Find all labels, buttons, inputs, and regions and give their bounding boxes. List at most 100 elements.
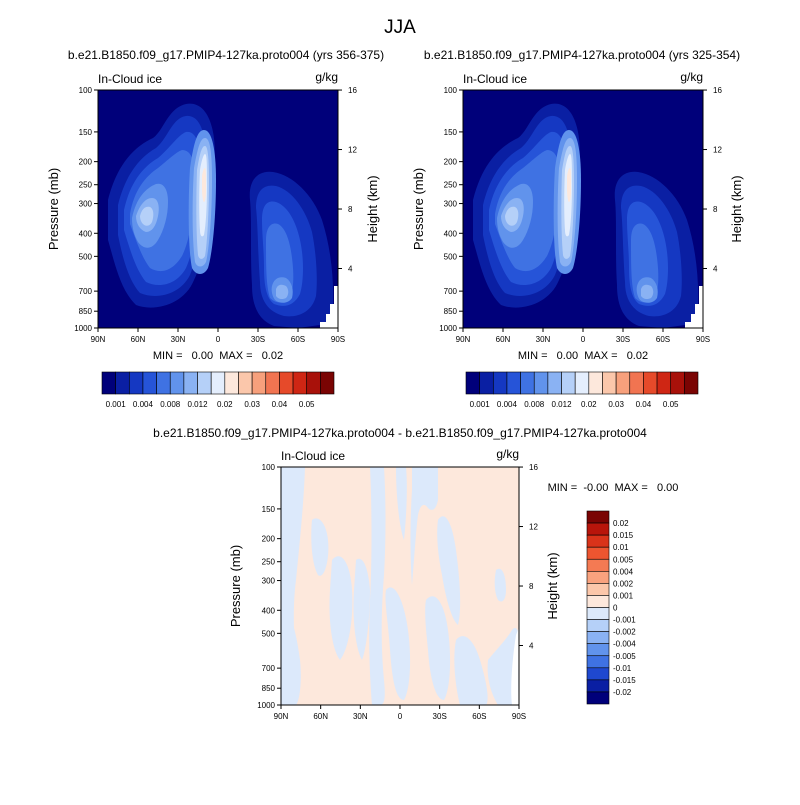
panel-a-colorbar-box — [156, 371, 171, 395]
panel-a-colorbar-label: 0.03 — [244, 400, 260, 409]
panel-c-colorbar-label: 0.001 — [613, 591, 634, 600]
panel-b-ytick-label: 400 — [444, 229, 458, 238]
panel-b-field — [463, 90, 703, 328]
panel-a-colorbar-box — [210, 371, 226, 395]
panel-a-ytick-label: 250 — [79, 181, 93, 190]
panel-c-colorbar-box — [586, 571, 610, 584]
panel-a-colorbar-box — [128, 371, 144, 395]
panel-c-colorbar-box — [586, 619, 610, 632]
panel-b-colorbar-box — [492, 371, 508, 395]
panel-b-ticks: 90N 60N 30N 0 30S 60S 90S 100 150 200 250 300 400 500… — [439, 86, 722, 344]
panel-c-colorbar-label: -0.015 — [613, 676, 636, 685]
panel-a-title: b.e21.B1850.f09_g17.PMIP4-127ka.proto004… — [68, 48, 384, 62]
panel-a-xtick-label: 60S — [291, 335, 305, 344]
panel-c-colorbar-box — [586, 679, 610, 693]
panel-b-ytick-label: 100 — [444, 86, 458, 95]
panel-b-right-tick-label: 4 — [713, 265, 718, 274]
panel-a-colorbar-label: 0.05 — [299, 400, 315, 409]
panel-a-right-tick-label: 8 — [348, 205, 353, 214]
panel-c-xtick-label: 30S — [433, 712, 447, 721]
panel-c-colorbar-box — [586, 631, 610, 644]
panel-c-colorbar-box — [586, 595, 610, 608]
panel-c-ytick-label: 100 — [262, 463, 276, 472]
panel-c-colorbar-label: -0.01 — [613, 664, 632, 673]
panel-b-xtick-label: 30S — [616, 335, 630, 344]
panel-b-colorbar-label: 0.004 — [497, 400, 518, 409]
panel-b-colorbar-box — [506, 371, 521, 395]
panel-b-colorbar-box — [670, 371, 685, 395]
panel-b-colorbar-label: 0.02 — [581, 400, 597, 409]
panel-a-ytick-label: 300 — [79, 200, 93, 209]
panel-c-ytick-label: 150 — [262, 505, 276, 514]
panel-a-colorbar-label: 0.012 — [188, 400, 209, 409]
panel-a-ytick-label: 150 — [79, 128, 93, 137]
panel-b-colorbar-box — [547, 371, 562, 395]
panel-c-right-axis-label: Height (km) — [545, 552, 560, 619]
panel-b-colorbar-box — [602, 371, 617, 395]
panel-b-ytick-label: 1000 — [439, 324, 457, 333]
panel-a-ytick-label: 700 — [79, 287, 93, 296]
panel-a-units-label: g/kg — [315, 70, 338, 84]
panel-c-right-tick-label: 16 — [529, 463, 538, 472]
panel-b-xtick-label: 30N — [536, 335, 551, 344]
panel-b-variable-label: In-Cloud ice — [463, 72, 527, 86]
panel-b-ytick-label: 300 — [444, 200, 458, 209]
panel-c-ytick-label: 700 — [262, 664, 276, 673]
panel-a-ytick-label: 1000 — [74, 324, 92, 333]
panel-a-colorbar-label: 0.001 — [106, 400, 127, 409]
panel-b-ylabel: Pressure (mb) — [411, 168, 426, 250]
panel-a-xtick-label: 30N — [171, 335, 186, 344]
panel-a-colorbar: 0.001 0.004 0.008 0.012 0.02 0.03 0.04 0.05 — [101, 371, 335, 409]
panel-b-colorbar-box — [629, 371, 644, 395]
panel-a-colorbar-box — [279, 371, 294, 395]
panel-c-title: b.e21.B1850.f09_g17.PMIP4-127ka.proto004… — [153, 426, 647, 440]
page-title: JJA — [384, 17, 416, 38]
panel-c-ticks: 90N 60N 30N 0 30S 60S 90S 100 150 200 250 300 400 500… — [257, 463, 538, 721]
panel-a: b.e21.B1850.f09_g17.PMIP4-127ka.proto004… — [46, 48, 384, 409]
panel-a-right-axis-label: Height (km) — [365, 175, 380, 242]
panel-a-ytick-label: 500 — [79, 252, 93, 261]
panel-b-xtick-label: 60S — [656, 335, 670, 344]
panel-c-colorbar-label: 0.004 — [613, 567, 634, 576]
panel-b-right-axis-label: Height (km) — [729, 175, 744, 242]
panel-a-colorbar-box — [292, 371, 308, 395]
panel-c-colorbar-box — [586, 691, 610, 705]
panel-c-colorbar-label: -0.004 — [613, 640, 636, 649]
panel-c-ytick-label: 500 — [262, 629, 276, 638]
panel-a-colorbar-box — [142, 371, 157, 395]
panel-c-colorbar-label: -0.02 — [613, 688, 632, 697]
panel-c-colorbar-label: 0.01 — [613, 543, 629, 552]
panel-c-colorbar-box — [586, 655, 610, 669]
panel-c-right-tick-label: 8 — [529, 582, 534, 591]
panel-a-xtick-label: 90S — [331, 335, 345, 344]
panel-a-colorbar-box — [320, 371, 335, 395]
panel-c-field — [281, 467, 519, 705]
panel-a-colorbar-box — [197, 371, 212, 395]
panel-b-right-tick-label: 12 — [713, 146, 722, 155]
panel-c-ytick-label: 200 — [262, 535, 276, 544]
panel-c-xtick-label: 90S — [512, 712, 526, 721]
panel-c-colorbar-label: 0.002 — [613, 579, 634, 588]
panel-b-units-label: g/kg — [680, 70, 703, 84]
panel-a-ytick-label: 100 — [79, 86, 93, 95]
panel-a-right-tick-label: 12 — [348, 146, 357, 155]
panel-b-ytick-label: 150 — [444, 128, 458, 137]
panel-c-variable-label: In-Cloud ice — [281, 449, 345, 463]
panel-b-ytick-label: 850 — [444, 307, 458, 316]
panel-b-colorbar-box — [533, 371, 549, 395]
panel-b-stats: MIN = 0.00 MAX = 0.02 — [518, 350, 648, 362]
panel-a-xtick-label: 90N — [91, 335, 106, 344]
panel-c-colorbar-box — [586, 534, 610, 548]
panel-c-colorbar-box — [586, 583, 610, 596]
panel-a-variable-label: In-Cloud ice — [98, 72, 162, 86]
panel-a-colorbar-box — [183, 371, 198, 395]
panel-b-xtick-label: 90S — [696, 335, 710, 344]
panel-b-xtick-label: 0 — [581, 335, 586, 344]
panel-c-colorbar-box — [586, 558, 610, 572]
panel-b-colorbar-box — [684, 371, 699, 395]
panel-c-xtick-label: 60N — [313, 712, 328, 721]
panel-c-colorbar-box — [586, 546, 610, 560]
panel-b-title: b.e21.B1850.f09_g17.PMIP4-127ka.proto004… — [424, 48, 740, 62]
panel-a-ytick-label: 200 — [79, 158, 93, 167]
